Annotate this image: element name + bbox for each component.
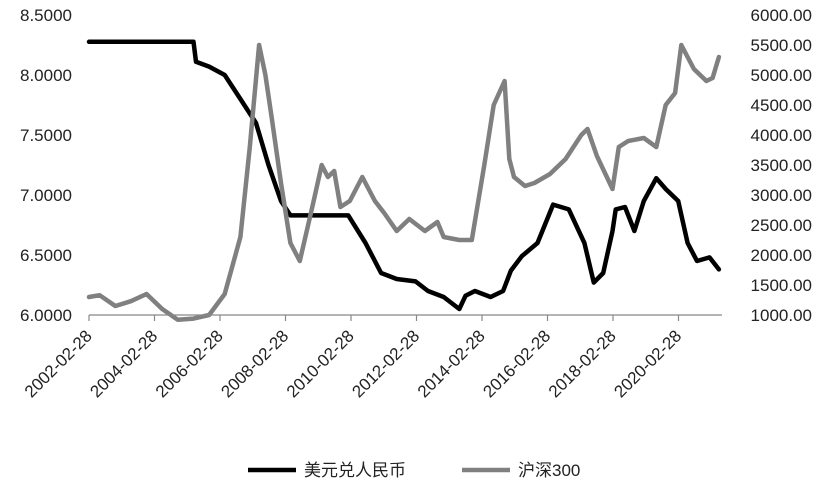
x-axis-tick-label: 2010-02-28: [283, 326, 358, 401]
left-axis-tick-label: 6.0000: [20, 306, 72, 325]
x-axis-tick-label: 2004-02-28: [86, 326, 161, 401]
right-axis-tick-label: 4500.00: [751, 96, 812, 115]
right-axis-tick-label: 6000.00: [751, 6, 812, 25]
right-axis-tick-label: 2000.00: [751, 246, 812, 265]
x-axis-tick-label: 2008-02-28: [217, 326, 292, 401]
left-axis-tick-label: 7.5000: [20, 126, 72, 145]
right-axis-tick-label: 1000.00: [751, 306, 812, 325]
x-axis-tick-label: 2006-02-28: [152, 326, 227, 401]
x-axis-tick-label: 2014-02-28: [414, 326, 489, 401]
left-axis-tick-label: 6.5000: [20, 246, 72, 265]
legend-item-usdcny-label: 美元兑人民币: [304, 461, 406, 480]
left-axis-tick-label: 8.5000: [20, 6, 72, 25]
right-axis-tick-label: 1500.00: [751, 276, 812, 295]
x-axis-tick-label: 2016-02-28: [479, 326, 554, 401]
legend: 美元兑人民币 沪深300: [248, 461, 580, 480]
x-axis-tick-label: 2002-02-28: [21, 326, 96, 401]
x-axis-tick-label: 2012-02-28: [348, 326, 423, 401]
right-axis-tick-label: 4000.00: [751, 126, 812, 145]
left-axis-tick-label: 8.0000: [20, 66, 72, 85]
right-axis-tick-label: 3500.00: [751, 156, 812, 175]
right-axis-tick-label: 5500.00: [751, 36, 812, 55]
series-line-usdcny: [86, 39, 722, 312]
right-axis-tick-label: 5000.00: [751, 66, 812, 85]
legend-item-csi300-label: 沪深300: [518, 461, 580, 480]
x-axis-tick-label: 2020-02-28: [610, 326, 685, 401]
right-axis-tick-label: 3000.00: [751, 186, 812, 205]
x-axis-tick-label: 2018-02-28: [545, 326, 620, 401]
left-axis-tick-label: 7.0000: [20, 186, 72, 205]
right-axis-tick-label: 2500.00: [751, 216, 812, 235]
series-line-csi300: [86, 42, 722, 323]
